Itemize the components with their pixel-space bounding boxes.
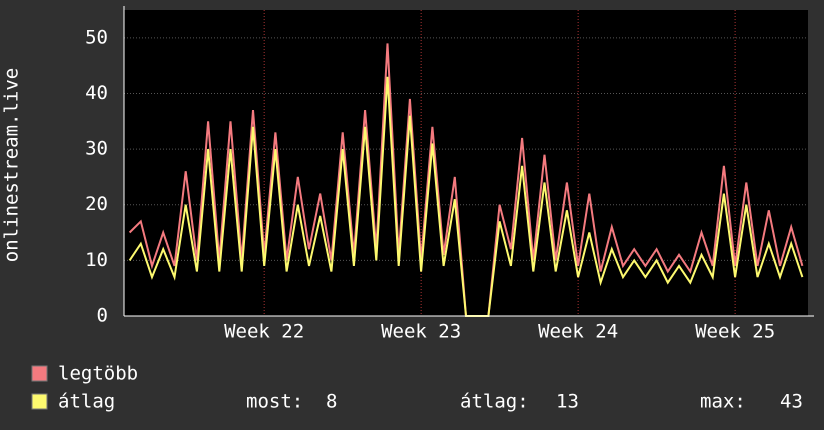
y-tick-label: 20 bbox=[85, 193, 108, 215]
stat-label: átlag: bbox=[460, 391, 529, 413]
y-axis-label: onlinestream.live bbox=[1, 68, 23, 262]
x-tick-label: Week 24 bbox=[538, 321, 618, 343]
y-tick-label: 40 bbox=[85, 82, 108, 104]
legend-label: átlag bbox=[58, 391, 115, 413]
plot-area bbox=[124, 10, 808, 316]
stat-value: 43 bbox=[780, 391, 803, 413]
legend-swatch bbox=[31, 365, 48, 382]
x-tick-label: Week 25 bbox=[695, 321, 775, 343]
x-tick-label: Week 23 bbox=[381, 321, 461, 343]
y-tick-label: 0 bbox=[97, 305, 108, 327]
stat-value: 13 bbox=[556, 391, 579, 413]
x-tick-label: Week 22 bbox=[224, 321, 304, 343]
y-tick-label: 10 bbox=[85, 249, 108, 271]
stat-label: max: bbox=[700, 391, 746, 413]
stat-label: most: bbox=[246, 391, 303, 413]
y-tick-label: 30 bbox=[85, 138, 108, 160]
legend-label: legtöbb bbox=[58, 363, 138, 385]
y-tick-label: 50 bbox=[85, 26, 108, 48]
legend-swatch bbox=[31, 393, 48, 410]
stat-value: 8 bbox=[326, 391, 337, 413]
